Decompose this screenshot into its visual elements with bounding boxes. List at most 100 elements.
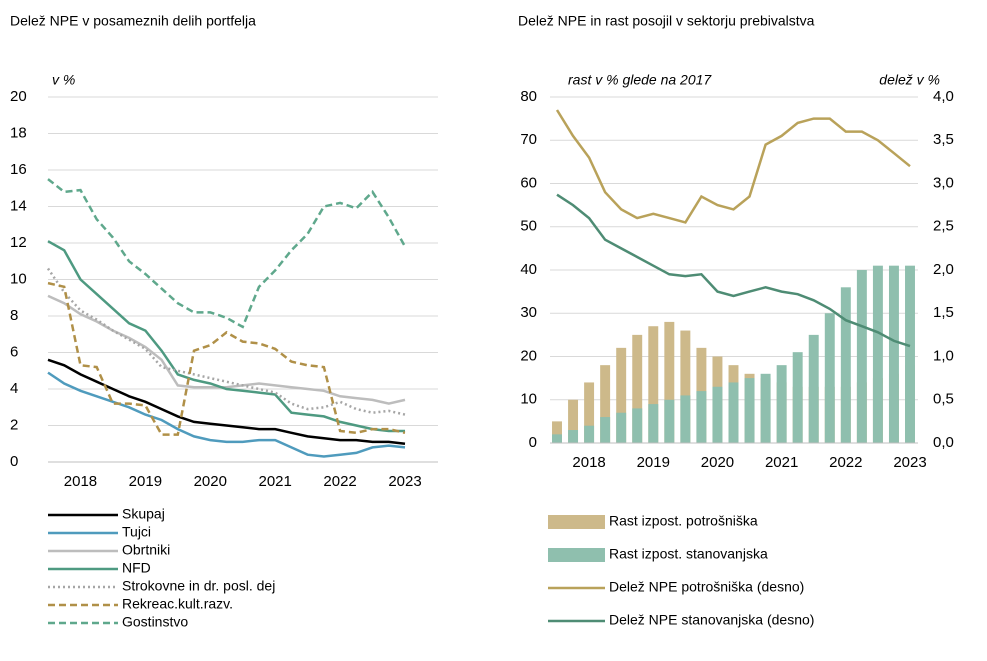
x-tick-label: 2020	[194, 473, 227, 490]
bar	[808, 334, 819, 443]
bar	[792, 352, 803, 443]
series-line	[47, 178, 407, 329]
bar	[760, 373, 771, 443]
x-tick-label: 2023	[388, 473, 421, 490]
bar	[584, 382, 595, 443]
y2-tick-label: 1,0	[933, 347, 954, 364]
bar	[824, 313, 835, 443]
x-tick-label: 2019	[637, 454, 670, 471]
bar	[600, 417, 611, 443]
bar	[616, 412, 627, 443]
legend-label: Rast izpost. potrošniška	[609, 513, 758, 529]
legend-label: Strokovne in dr. posl. dej	[122, 578, 275, 594]
bar	[552, 434, 562, 443]
y-tick-label: 40	[520, 261, 537, 278]
legend-swatch	[548, 548, 605, 562]
bar	[664, 321, 675, 443]
chart-title: Delež NPE v posameznih delih portfelja	[10, 13, 256, 29]
series-line	[47, 281, 406, 436]
bar	[744, 378, 755, 443]
legend-label: NFD	[122, 560, 151, 576]
series-line	[47, 358, 406, 446]
y2-tick-label: 4,0	[933, 88, 954, 105]
bar	[632, 408, 643, 443]
y-tick-label: 4	[10, 380, 18, 397]
bar	[872, 265, 883, 443]
bar	[905, 265, 915, 443]
legend-label: Obrtniki	[122, 542, 170, 558]
bar	[728, 382, 739, 443]
y2-tick-label: 3,0	[933, 174, 954, 191]
y-tick-label: 18	[10, 124, 27, 141]
x-tick-label: 2022	[323, 473, 356, 490]
bar	[680, 330, 691, 443]
bar	[648, 404, 659, 443]
series-line	[47, 371, 406, 458]
chart-title: Delež NPE in rast posojil v sektorju pre…	[518, 13, 815, 29]
y-tick-label: 16	[10, 161, 27, 178]
bar	[552, 421, 562, 443]
x-tick-label: 2018	[64, 473, 97, 490]
x-tick-label: 2023	[893, 454, 926, 471]
y-tick-label: 14	[10, 197, 27, 214]
y-tick-label: 10	[520, 391, 537, 408]
bar	[776, 365, 787, 443]
x-tick-label: 2022	[829, 454, 862, 471]
y-tick-label: 20	[10, 88, 27, 105]
y-tick-label: 10	[10, 270, 27, 287]
y2-tick-label: 2,5	[933, 218, 954, 235]
bar	[664, 399, 675, 443]
legend-label: Rast izpost. stanovanjska	[609, 546, 768, 562]
y-axis-label: rast v % glede na 2017	[568, 72, 712, 88]
bar	[648, 326, 659, 443]
y2-tick-label: 3,5	[933, 131, 954, 148]
legend-label: Tujci	[122, 524, 151, 540]
series-line	[47, 240, 405, 433]
bar	[840, 287, 851, 443]
y-tick-label: 60	[520, 174, 537, 191]
bar	[888, 265, 899, 443]
legend-swatch	[548, 515, 605, 529]
series-line	[555, 109, 911, 224]
x-tick-label: 2021	[765, 454, 798, 471]
y-axis-label: v %	[52, 72, 75, 88]
y-tick-label: 0	[529, 434, 537, 451]
y-tick-label: 0	[10, 453, 18, 470]
y-tick-label: 2	[10, 416, 18, 433]
bar	[616, 347, 627, 443]
y2-tick-label: 0,5	[933, 391, 954, 408]
y2-tick-label: 2,0	[933, 261, 954, 278]
y-tick-label: 30	[520, 304, 537, 321]
y-tick-label: 12	[10, 234, 27, 251]
legend-label: Delež NPE stanovanjska (desno)	[609, 612, 814, 628]
y-tick-label: 6	[10, 343, 18, 360]
bar	[856, 270, 867, 443]
y-tick-label: 20	[520, 347, 537, 364]
bar	[568, 399, 579, 443]
legend-label: Rekreac.kult.razv.	[122, 596, 233, 612]
x-tick-label: 2020	[701, 454, 734, 471]
bar	[680, 395, 691, 443]
y-tick-label: 80	[520, 88, 537, 105]
series-line	[47, 294, 406, 405]
bar	[600, 365, 611, 443]
x-tick-label: 2019	[129, 473, 162, 490]
y2-tick-label: 0,0	[933, 434, 954, 451]
legend-label: Skupaj	[122, 506, 165, 522]
y-tick-label: 70	[520, 131, 537, 148]
y2-tick-label: 1,5	[933, 304, 954, 321]
legend-label: Delež NPE potrošniška (desno)	[609, 579, 804, 595]
bar	[712, 386, 723, 443]
series-line	[556, 193, 911, 348]
x-tick-label: 2018	[572, 454, 605, 471]
y-tick-label: 8	[10, 307, 18, 324]
bar	[696, 391, 707, 443]
y-tick-label: 50	[520, 218, 537, 235]
bar	[632, 334, 643, 443]
bar	[584, 425, 595, 443]
x-tick-label: 2021	[258, 473, 291, 490]
series-line	[46, 267, 406, 416]
bar	[568, 430, 579, 443]
legend-label: Gostinstvo	[122, 614, 188, 630]
